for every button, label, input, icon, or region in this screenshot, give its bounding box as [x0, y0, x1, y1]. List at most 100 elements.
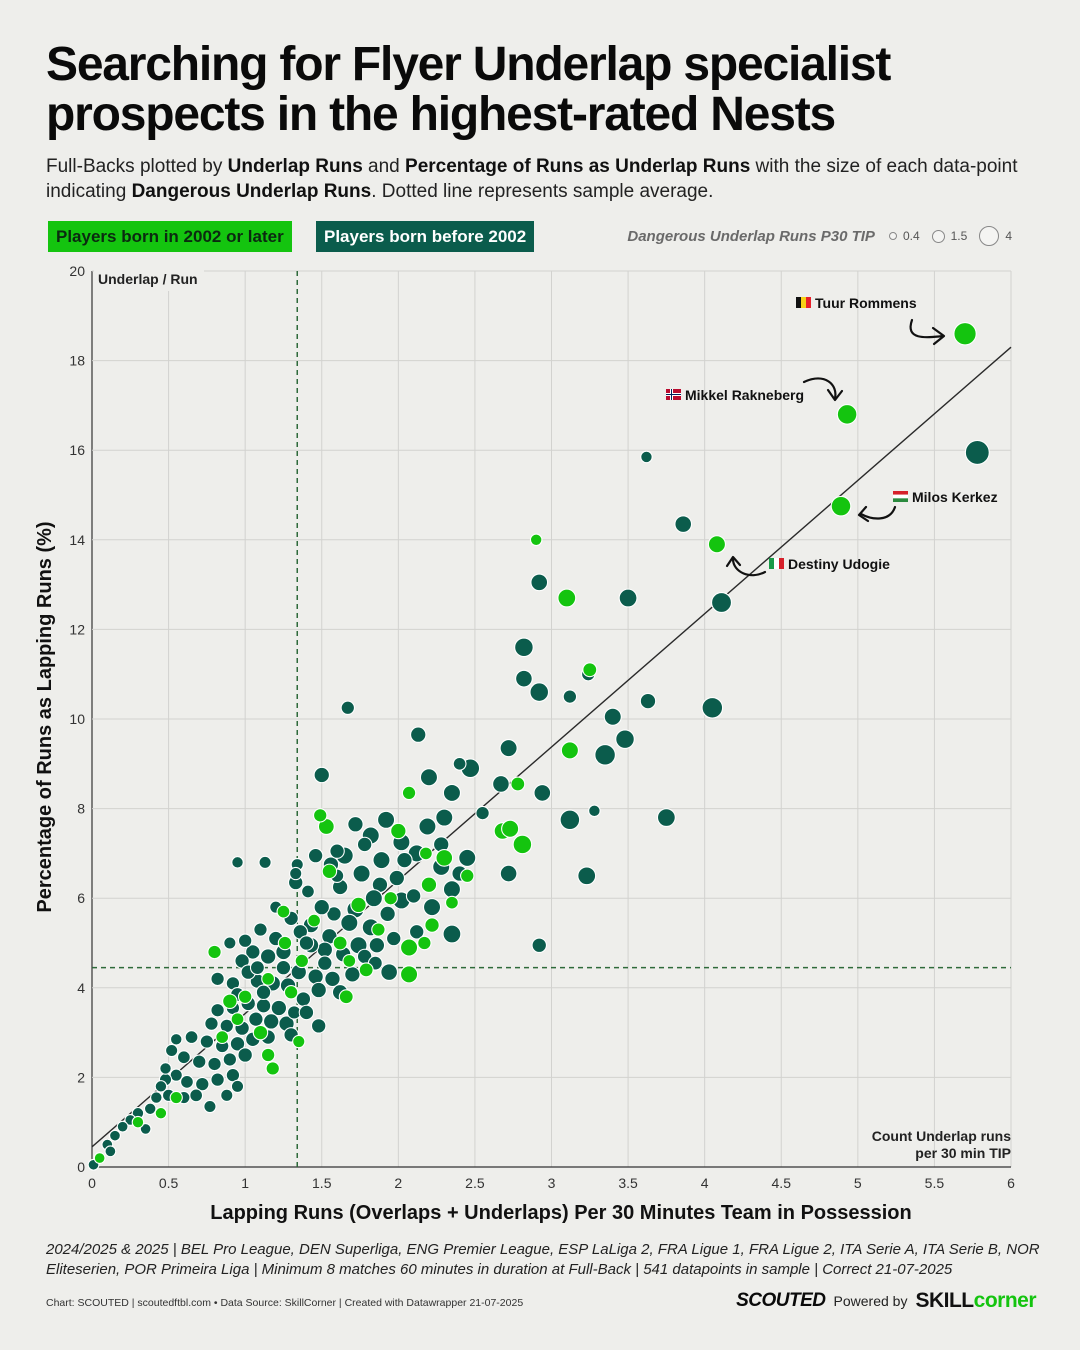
data-point-young [215, 1030, 230, 1045]
data-point-older [405, 888, 422, 904]
data-point-older [352, 864, 371, 883]
flag-icon [796, 297, 811, 308]
data-point-older [255, 984, 272, 1001]
data-point-young [830, 495, 852, 517]
y-tick-label: 8 [77, 801, 85, 817]
flag-stripe [774, 558, 779, 569]
data-point-older [150, 1091, 163, 1104]
data-point-older [340, 913, 359, 932]
flag-stripe [893, 498, 908, 503]
data-point-young [420, 876, 438, 893]
x-tick-label: 2.5 [465, 1175, 485, 1191]
legend-older-players[interactable]: Players born before 2002 [316, 221, 535, 252]
data-point-older [203, 1099, 217, 1114]
data-point-older [298, 1004, 315, 1021]
annotation-label: Tuur Rommens [815, 295, 917, 311]
data-point-older [458, 848, 477, 867]
data-point-young [222, 993, 238, 1009]
data-point-older [317, 955, 333, 971]
data-point-older [531, 937, 547, 953]
data-point-older [270, 999, 288, 1017]
data-point-young [342, 953, 357, 968]
data-point-older [347, 816, 364, 833]
data-point-young [401, 785, 417, 801]
legend-young-players[interactable]: Players born in 2002 or later [48, 221, 292, 252]
data-point-young [207, 944, 222, 960]
data-point-older [237, 933, 253, 948]
data-point-older [275, 959, 292, 976]
data-point-young [390, 822, 407, 840]
annotation-arrowhead [826, 388, 844, 402]
y-inner-label-bg [94, 269, 204, 291]
data-point-young [261, 971, 276, 986]
data-point-older [258, 855, 272, 869]
data-point-young [399, 938, 419, 957]
subtitle-part-1: Underlap Runs [227, 156, 363, 177]
data-point-older [313, 766, 330, 784]
data-point-older [204, 1016, 219, 1031]
data-point-older [326, 906, 342, 922]
data-point-older [499, 864, 518, 883]
flag-stripe [796, 297, 801, 308]
data-point-older [199, 1034, 215, 1049]
data-point-older [615, 729, 635, 749]
annotation-arrowhead [931, 326, 946, 346]
data-point-young [512, 834, 533, 855]
data-point-older [248, 1011, 264, 1027]
footnote-sources: 2024/2025 & 2025 | BEL Pro League, DEN S… [46, 1241, 1040, 1278]
brand-logos: SCOUTED Powered by SKILLcorner [736, 1289, 1036, 1313]
annotations: Tuur Rommens Mikkel Rakneberg Milos Kerkez… [666, 295, 998, 577]
data-point-older [442, 924, 462, 944]
scatter-chart: Tuur Rommens Mikkel Rakneberg Milos Kerkez… [34, 263, 1015, 1224]
data-point-young [460, 868, 475, 884]
data-point-older [588, 804, 601, 818]
data-point-young [582, 662, 598, 678]
data-point-young [417, 935, 432, 951]
data-point-older [372, 851, 391, 870]
page-title: Searching for Flyer Underlap specialist … [46, 38, 891, 141]
data-point-older [324, 970, 341, 988]
x-tick-label: 1 [241, 1175, 249, 1191]
data-point-young [371, 922, 386, 937]
x-axis-title: Lapping Runs (Overlaps + Underlaps) Per … [210, 1202, 911, 1224]
data-point-young [292, 1034, 306, 1049]
y-tick-label: 14 [69, 532, 85, 548]
x-tick-label: 4 [701, 1175, 709, 1191]
size-legend-large-label: 4 [1005, 229, 1012, 243]
data-point-young [260, 1047, 276, 1063]
x-inner-label-line-1: Count Underlap runs [872, 1128, 1011, 1144]
data-point-older [515, 669, 533, 688]
x-tick-label: 2 [394, 1175, 402, 1191]
data-point-older [298, 935, 315, 951]
data-point-older [104, 1145, 117, 1158]
series-young-players [93, 322, 977, 1164]
data-point-older [379, 905, 396, 923]
data-point-older [307, 847, 324, 864]
data-point-older [139, 1123, 152, 1135]
data-point-older [316, 941, 334, 958]
data-point-older [418, 817, 437, 836]
data-point-older [191, 1054, 207, 1069]
data-point-older [329, 843, 345, 859]
trend-line [91, 346, 1012, 1148]
x-tick-label: 0 [88, 1175, 96, 1191]
y-tick-label: 10 [69, 711, 85, 727]
data-point-young [277, 935, 293, 951]
data-point-young [707, 535, 726, 554]
y-axis-title: Percentage of Runs as Lapping Runs (%) [34, 521, 56, 912]
data-point-young [338, 989, 354, 1005]
data-point-older [377, 810, 396, 829]
data-point-older [492, 775, 510, 793]
data-point-older [313, 898, 330, 916]
data-point-young [350, 896, 367, 914]
data-point-older [640, 450, 653, 464]
data-point-young [529, 533, 543, 547]
data-point-older [594, 744, 616, 766]
flag-icon [666, 389, 681, 400]
data-point-young [154, 1106, 168, 1120]
data-point-older [529, 682, 550, 702]
subtitle-part-4: with the size of each data-point indicat… [46, 156, 1018, 202]
data-point-older [189, 1088, 204, 1103]
skillcorner-logo-corner: corner [973, 1289, 1037, 1312]
data-point-older [408, 924, 425, 940]
